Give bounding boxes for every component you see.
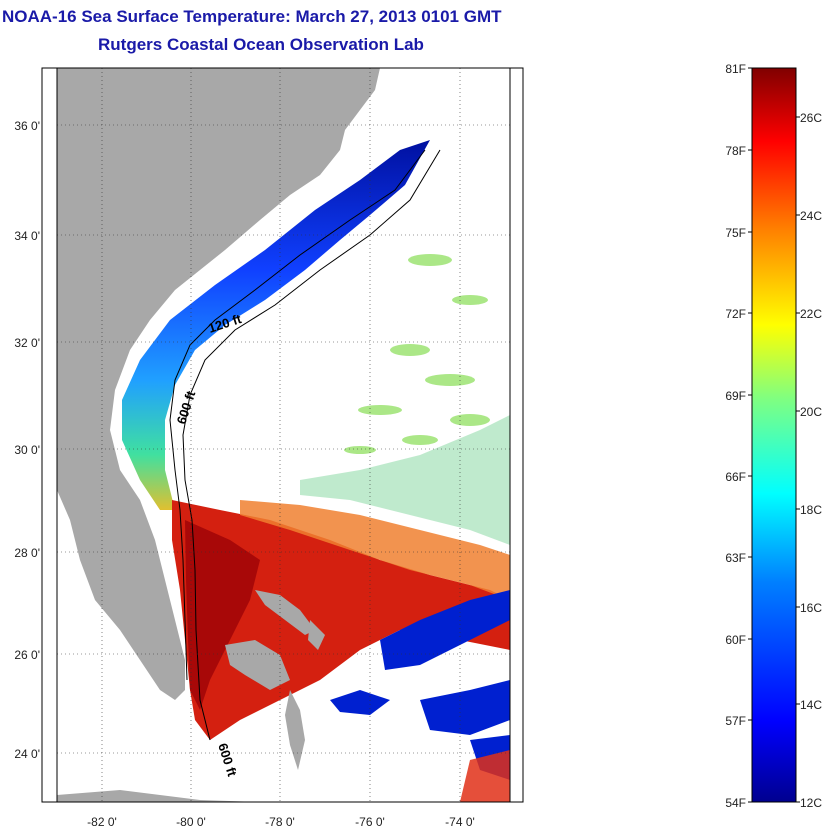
colorbar-f-ticks xyxy=(748,67,752,803)
lat-label: 24 0' xyxy=(14,747,40,761)
map-subtitle: Rutgers Coastal Ocean Observation Lab xyxy=(98,35,424,54)
colorbar-c-ticks xyxy=(796,116,800,803)
colorbar xyxy=(751,67,797,803)
colorbar-f-label: 69F xyxy=(725,389,746,403)
colorbar-f-labels: 81F 78F 75F 72F 69F 66F 63F 60F 57F 54F xyxy=(725,62,746,810)
colorbar-f-label: 75F xyxy=(725,226,746,240)
lat-label: 28 0' xyxy=(14,546,40,560)
latitude-labels: 36 0' 34 0' 32 0' 30 0' 28 0' 26 0' 24 0… xyxy=(14,119,40,761)
lon-label: -80 0' xyxy=(176,815,206,829)
colorbar-f-label: 57F xyxy=(725,714,746,728)
lat-label: 30 0' xyxy=(14,443,40,457)
gulf-stream-core xyxy=(185,520,260,710)
transition-zone xyxy=(240,500,510,600)
colorbar-c-label: 26C xyxy=(800,111,822,125)
colorbar-f-label: 78F xyxy=(725,144,746,158)
transition-zone-green xyxy=(300,415,510,545)
colorbar-c-label: 22C xyxy=(800,307,822,321)
bahamas-islands xyxy=(225,590,325,770)
lon-label: -76 0' xyxy=(355,815,385,829)
contour-120ft xyxy=(169,149,426,681)
colorbar-c-label: 24C xyxy=(800,209,822,223)
colorbar-c-labels: 26C 24C 22C 20C 18C 16C 14C 12C xyxy=(800,111,822,810)
colorbar-f-label: 72F xyxy=(725,307,746,321)
colorbar-f-label: 66F xyxy=(725,470,746,484)
colorbar-f-label: 60F xyxy=(725,633,746,647)
land-cuba xyxy=(57,790,260,802)
map-title: NOAA-16 Sea Surface Temperature: March 2… xyxy=(2,7,502,26)
colorbar-c-label: 20C xyxy=(800,405,822,419)
colorbar-c-label: 18C xyxy=(800,503,822,517)
longitude-labels: -82 0' -80 0' -78 0' -76 0' -74 0' xyxy=(87,815,475,829)
coastal-cold-water xyxy=(122,140,430,510)
colorbar-c-label: 12C xyxy=(800,796,822,810)
lon-label: -74 0' xyxy=(445,815,475,829)
lon-label: -82 0' xyxy=(87,815,117,829)
colorbar-f-label: 81F xyxy=(725,62,746,76)
land-southeast-us xyxy=(57,68,380,700)
warm-patch-southeast xyxy=(460,750,510,802)
lat-label: 36 0' xyxy=(14,119,40,133)
lat-label: 26 0' xyxy=(14,648,40,662)
colorbar-c-label: 16C xyxy=(800,601,822,615)
map-content: 120 ft 600 ft 600 ft xyxy=(57,68,510,802)
colorbar-c-label: 14C xyxy=(800,698,822,712)
colorbar-f-label: 54F xyxy=(725,796,746,810)
colorbar-f-label: 63F xyxy=(725,551,746,565)
contour-600ft xyxy=(182,149,441,741)
lat-label: 34 0' xyxy=(14,229,40,243)
lat-label: 32 0' xyxy=(14,336,40,350)
lon-label: -78 0' xyxy=(265,815,295,829)
